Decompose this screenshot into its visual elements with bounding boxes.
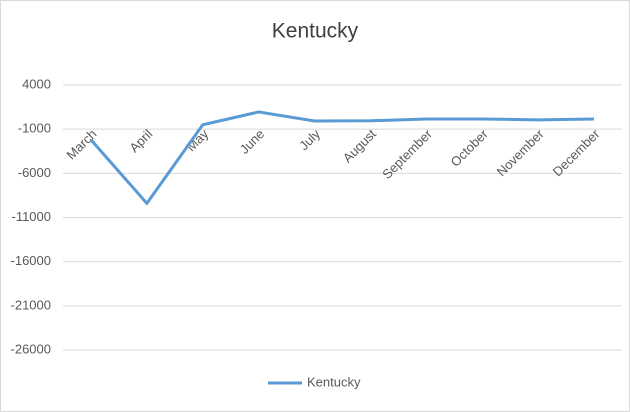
legend-label: Kentucky <box>307 374 361 389</box>
y-tick-label: -11000 <box>11 209 51 224</box>
chart-title: Kentucky <box>272 20 359 43</box>
y-tick-label: 4000 <box>22 76 51 91</box>
y-tick-label: -6000 <box>18 165 51 180</box>
y-tick-label: -16000 <box>11 253 51 268</box>
y-tick-label: -1000 <box>18 121 51 136</box>
y-tick-label: -21000 <box>11 297 51 312</box>
series-line <box>89 110 595 205</box>
y-tick-label: -26000 <box>11 341 51 356</box>
